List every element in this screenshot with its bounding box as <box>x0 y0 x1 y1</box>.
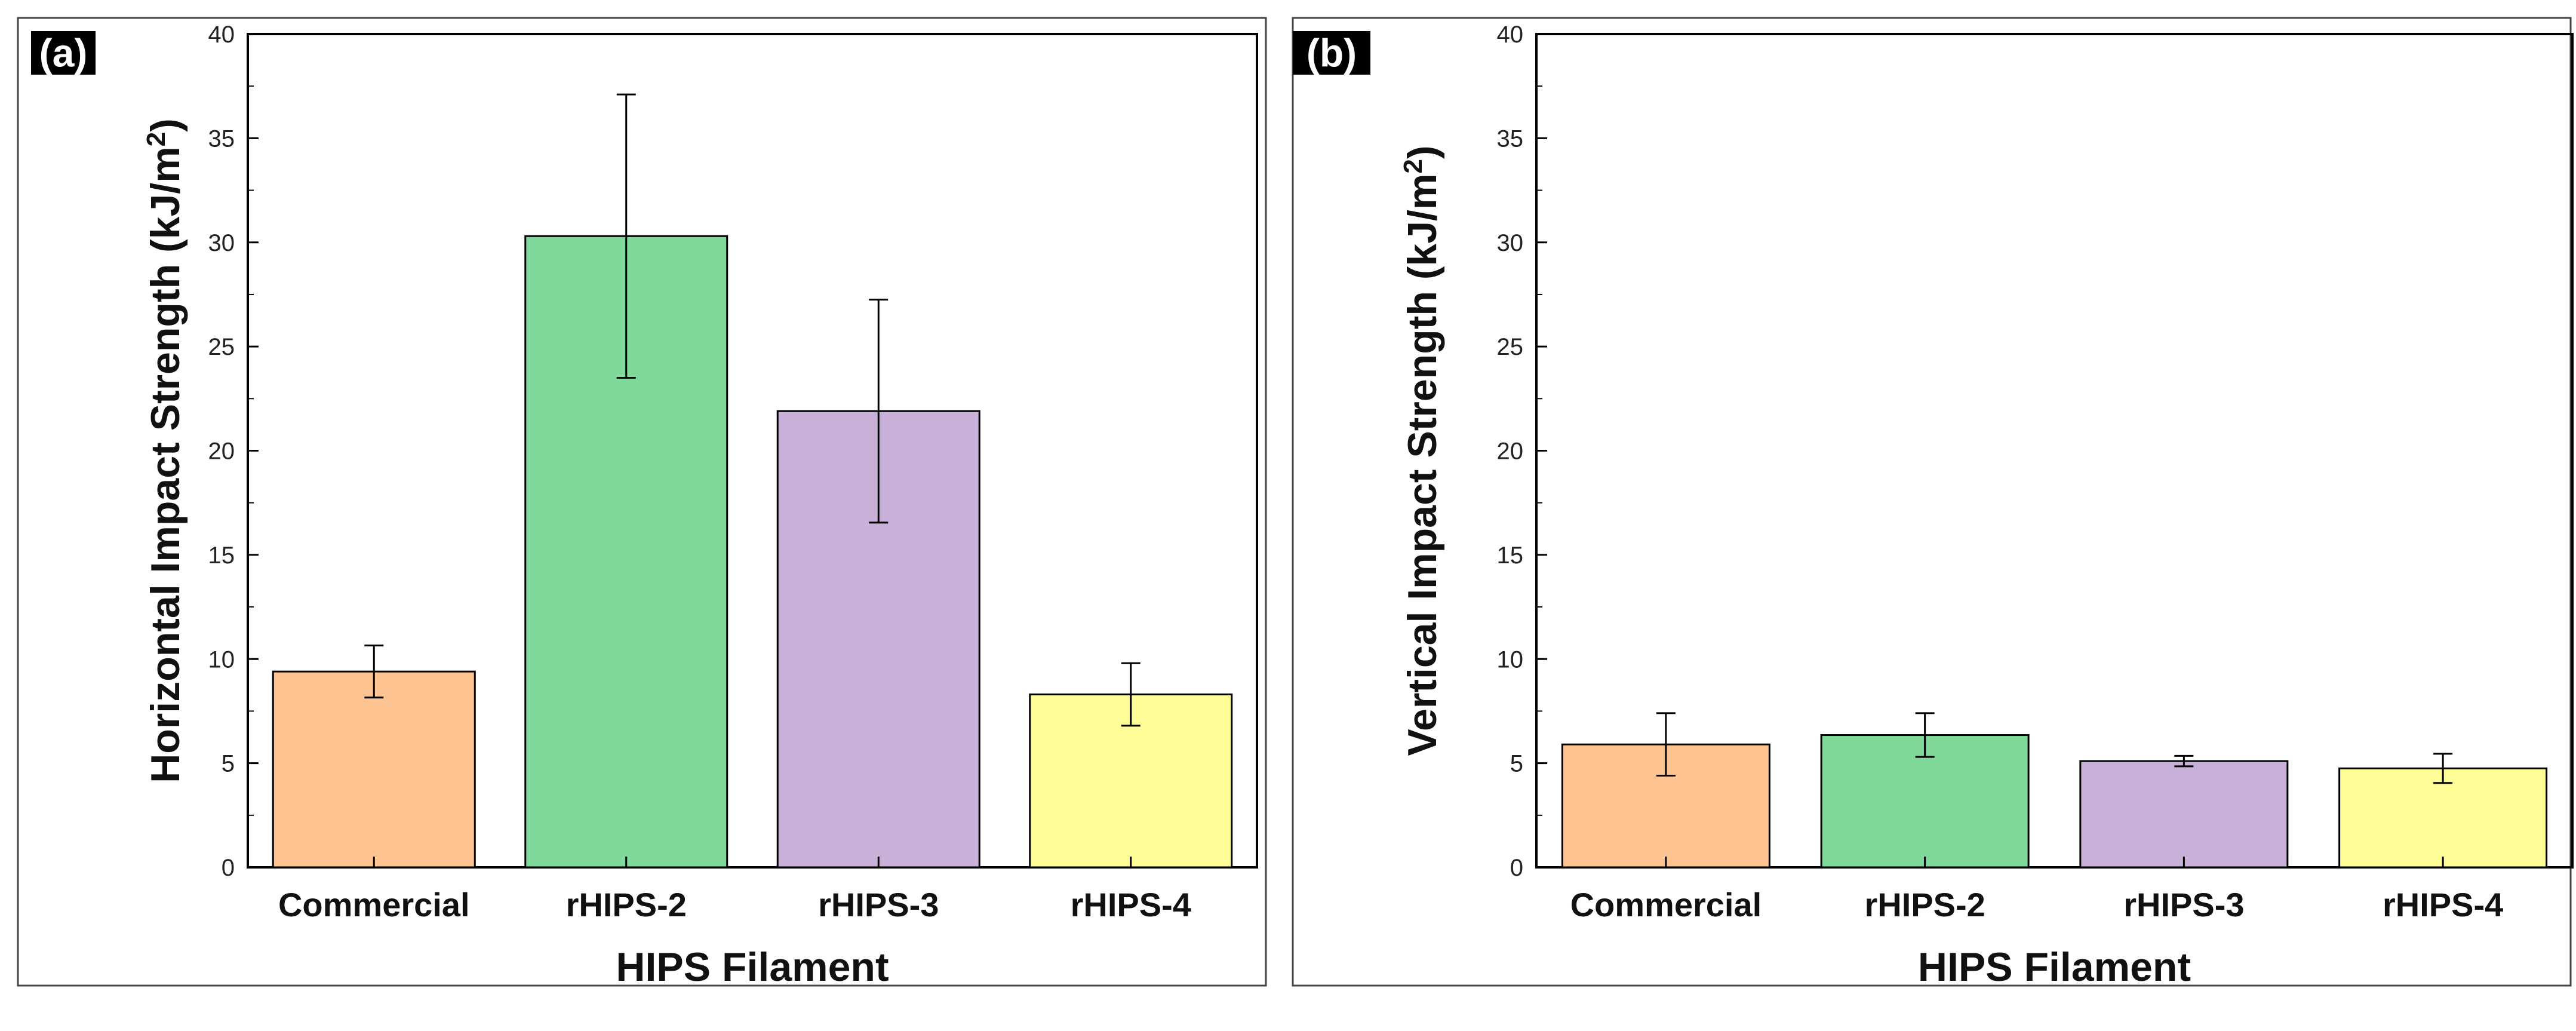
panel-frame <box>1292 17 2572 987</box>
y-tick-label: 40 <box>1497 22 1524 48</box>
y-axis-title-main: Vertical Impact Strength (kJ/m <box>1400 174 1445 756</box>
bar-rhips-4 <box>2338 767 2548 869</box>
x-tick-label: rHIPS-2 <box>1864 886 1985 923</box>
y-tick-label: 35 <box>1497 125 1524 152</box>
x-tick-label: rHIPS-2 <box>566 886 687 923</box>
y-tick-label: 25 <box>1497 334 1524 360</box>
y-tick-label: 30 <box>1497 230 1524 256</box>
y-tick-label: 30 <box>208 230 235 256</box>
x-tick-label: rHIPS-4 <box>2383 886 2503 923</box>
plot-area <box>1535 33 2574 869</box>
x-tick-label: Commercial <box>1570 886 1762 923</box>
x-tick-label: rHIPS-3 <box>818 886 939 923</box>
y-axis-title-main: Horizontal Impact Strength (kJ/m <box>143 146 188 783</box>
y-tick-label: 10 <box>208 646 235 673</box>
chart-panel-b: (b) 0 5 10 15 20 25 30 35 40 Commercial rHIPS-2 rHIP… <box>1292 17 2574 990</box>
x-axis-title: HIPS Filament <box>1918 944 2191 990</box>
y-tick-label: 15 <box>1497 542 1524 569</box>
bar-rhips-3 <box>2079 760 2289 869</box>
panel-tag-label: (b) <box>1307 31 1357 75</box>
x-tick-label: Commercial <box>278 886 470 923</box>
x-tick-label: rHIPS-4 <box>1071 886 1191 923</box>
chart-panel-a: (a) 0 5 10 15 20 25 30 35 40 Commercial rHIPS-2 rHIP… <box>17 17 1267 990</box>
y-axis-title-close: ) <box>1400 145 1445 159</box>
y-axis-title-sup: 2 <box>142 132 171 146</box>
panel-tag-box <box>31 31 96 75</box>
y-axis-title: Vertical Impact Strength (kJ/m2) <box>1398 145 1445 756</box>
y-axis-title: Horizontal Impact Strength (kJ/m2) <box>142 118 188 783</box>
y-tick-label: 20 <box>208 438 235 465</box>
y-tick-label: 15 <box>208 542 235 569</box>
bar-commercial <box>272 670 476 869</box>
y-tick-label: 10 <box>1497 646 1524 673</box>
panel-tag-label: (a) <box>39 31 88 75</box>
x-axis-title: HIPS Filament <box>616 944 889 990</box>
y-tick-label: 0 <box>222 855 235 881</box>
y-tick-label: 35 <box>208 125 235 152</box>
y-tick-label: 20 <box>1497 438 1524 465</box>
x-tick-label: rHIPS-3 <box>2123 886 2244 923</box>
panel-frame <box>17 17 1267 987</box>
y-axis-title-sup: 2 <box>1398 159 1428 173</box>
y-tick-label: 0 <box>1510 855 1523 881</box>
y-tick-label: 25 <box>208 334 235 360</box>
y-tick-label: 5 <box>222 751 235 777</box>
panel-tag-box <box>1293 31 1370 75</box>
y-tick-label: 40 <box>208 22 235 48</box>
y-tick-label: 5 <box>1510 751 1523 777</box>
y-axis-title-close: ) <box>143 118 188 132</box>
